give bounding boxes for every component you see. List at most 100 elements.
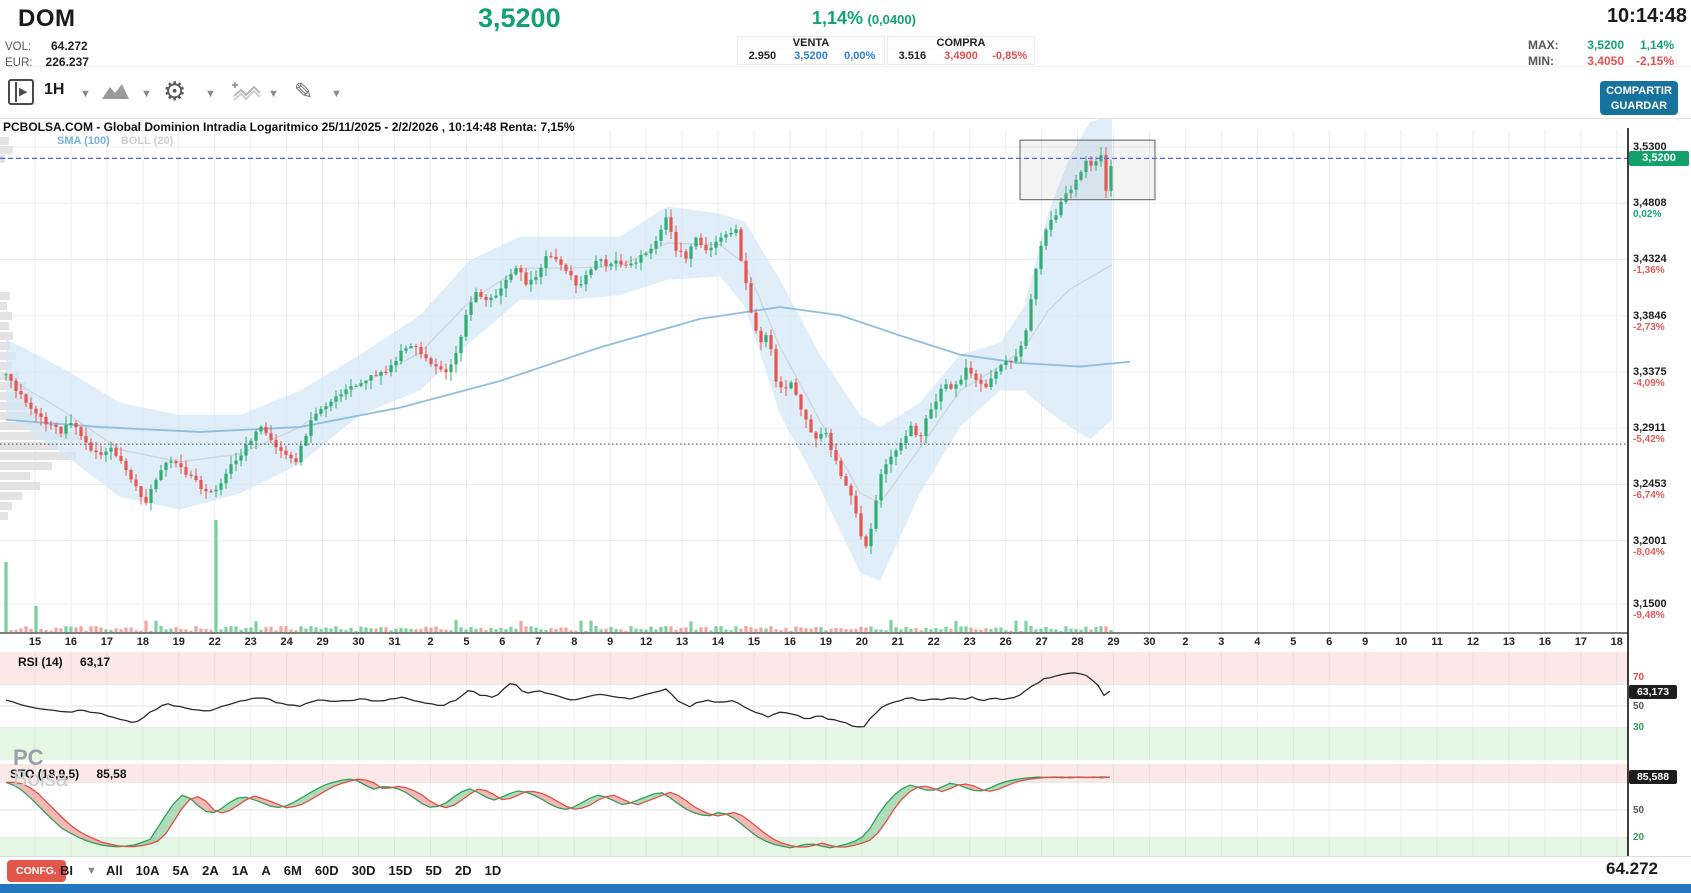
period-button-5d[interactable]: 5D bbox=[425, 863, 443, 878]
date-axis-label: 27 bbox=[1035, 636, 1048, 648]
bid-box: VENTA 2.950 3,5200 0,00% bbox=[737, 36, 885, 65]
date-axis-label: 6 bbox=[499, 636, 506, 648]
date-axis-label: 5 bbox=[463, 636, 470, 648]
period-button-30d[interactable]: 30D bbox=[351, 863, 376, 878]
period-button-a[interactable]: A bbox=[261, 863, 271, 878]
date-axis-label: 29 bbox=[316, 636, 329, 648]
period-button-10a[interactable]: 10A bbox=[135, 863, 160, 878]
daily-change: 1,14% (0,0400) bbox=[812, 8, 916, 29]
ask-header: COMPRA bbox=[936, 37, 986, 49]
rsi-indicator-label[interactable]: RSI (14) 63,17 bbox=[18, 655, 110, 669]
market-selector-caret-icon[interactable]: ▼ bbox=[86, 865, 97, 877]
date-axis-label: 13 bbox=[675, 636, 689, 648]
sto-value: 85,58 bbox=[96, 767, 127, 781]
chart-toolbar bbox=[0, 66, 1691, 119]
date-axis-label: 12 bbox=[1466, 636, 1480, 648]
save-label: GUARDAR bbox=[1610, 100, 1668, 112]
footer-volume: 64.272 bbox=[1606, 859, 1658, 878]
chart-style-caret-icon[interactable]: ▼ bbox=[141, 88, 152, 100]
period-button-1d[interactable]: 1D bbox=[484, 863, 502, 878]
date-axis-label: 16 bbox=[1538, 636, 1552, 648]
sidebar-toggle-icon[interactable]: ▶ bbox=[8, 79, 34, 105]
period-button-6m[interactable]: 6M bbox=[283, 863, 302, 878]
date-axis-label: 22 bbox=[927, 636, 940, 648]
date-axis-label: 8 bbox=[571, 636, 578, 648]
legend-boll[interactable]: BOLL bbox=[120, 135, 151, 147]
period-buttons: All 10A 5A 2A 1A A 6M 60D 30D 15D 5D 2D 1D bbox=[106, 863, 501, 878]
add-indicator-icon[interactable] bbox=[232, 80, 262, 102]
price-axis-label: 3,2453 bbox=[1633, 478, 1667, 491]
timeframe-caret-icon[interactable]: ▼ bbox=[80, 88, 91, 100]
date-axis-label: 21 bbox=[891, 636, 904, 648]
config-button[interactable]: CONFG. bbox=[7, 860, 66, 882]
eur-value: 226.237 bbox=[45, 55, 89, 69]
legend-sma[interactable]: SMA bbox=[57, 135, 82, 147]
date-axis-label: 15 bbox=[747, 636, 761, 648]
date-axis-label: 3 bbox=[1218, 636, 1225, 648]
period-button-2d[interactable]: 2D bbox=[455, 863, 472, 878]
period-button-all[interactable]: All bbox=[106, 863, 123, 878]
chart-legend: SMA (100) BOLL (20) bbox=[57, 135, 173, 147]
bid-price[interactable]: 3,5200 bbox=[794, 50, 828, 62]
date-axis-label: 14 bbox=[711, 636, 725, 648]
min-price: 3,4050 bbox=[1587, 54, 1624, 68]
period-button-5a[interactable]: 5A bbox=[172, 863, 190, 878]
ask-price[interactable]: 3,4900 bbox=[944, 50, 978, 62]
date-axis-label: 15 bbox=[28, 636, 42, 648]
settings-caret-icon[interactable]: ▼ bbox=[205, 88, 216, 100]
period-button-15d[interactable]: 15D bbox=[388, 863, 413, 878]
price-axis-label: 3,2001 bbox=[1633, 534, 1667, 547]
timeframe-selector[interactable]: 1H bbox=[44, 81, 65, 98]
stochastic-indicator-label[interactable]: STO (18,9,5) 85,58 bbox=[10, 767, 127, 781]
date-axis-label: 4 bbox=[1254, 636, 1261, 648]
bottom-toolbar bbox=[0, 856, 1691, 885]
date-axis-label: 9 bbox=[607, 636, 614, 648]
date-axis-label: 30 bbox=[352, 636, 365, 648]
draw-pencil-icon[interactable]: ✎ bbox=[294, 78, 314, 104]
price-axis-label: 3,3846 bbox=[1633, 309, 1667, 322]
share-save-button[interactable]: COMPARTIR GUARDAR bbox=[1600, 81, 1678, 115]
date-axis-label: 12 bbox=[640, 636, 653, 648]
date-axis-label: 2 bbox=[1182, 636, 1189, 648]
date-axis-label: 6 bbox=[1326, 636, 1333, 648]
price-axis-percent: -4,09% bbox=[1633, 377, 1665, 389]
price-axis-label: 3,5300 bbox=[1633, 141, 1667, 153]
bid-header: VENTA bbox=[792, 37, 830, 49]
watermark-logo: PC bbox=[13, 745, 44, 770]
sto-level-50: 50 bbox=[1633, 805, 1645, 816]
change-absolute: (0,0400) bbox=[867, 12, 916, 27]
vol-value: 64.272 bbox=[50, 39, 88, 53]
rsi-value-badge: 63,173 bbox=[1629, 685, 1677, 699]
period-button-1a[interactable]: 1A bbox=[231, 863, 249, 878]
vol-label: VOL: bbox=[5, 41, 32, 53]
price-axis-percent: -9,48% bbox=[1633, 609, 1665, 621]
rsi-name: RSI (14) bbox=[18, 655, 63, 669]
date-axis-label: 28 bbox=[1071, 636, 1084, 648]
price-axis-label: 3,3375 bbox=[1633, 365, 1667, 378]
period-button-60d[interactable]: 60D bbox=[314, 863, 339, 878]
legend-boll-period: (20) bbox=[153, 135, 174, 147]
session-min-row: MIN: 3,4050 -2,15% bbox=[1528, 54, 1674, 68]
min-percent: -2,15% bbox=[1635, 54, 1674, 68]
chart-style-icon[interactable] bbox=[102, 82, 130, 100]
chart-title: PCBOLSA.COM - Global Dominion Intradia L… bbox=[3, 120, 575, 134]
ask-box: COMPRA 3.516 3,4900 -0,85% bbox=[887, 36, 1035, 65]
rsi-value: 63,17 bbox=[80, 655, 111, 669]
indicator-caret-icon[interactable]: ▼ bbox=[268, 88, 279, 100]
date-axis-label: 23 bbox=[963, 636, 976, 648]
draw-caret-icon[interactable]: ▼ bbox=[331, 88, 342, 100]
price-axis-percent: 0,02% bbox=[1633, 209, 1662, 221]
settings-gear-icon[interactable]: ⚙ bbox=[163, 76, 187, 106]
last-price: 3,5200 bbox=[478, 3, 561, 33]
session-max-row: MAX: 3,5200 1,14% bbox=[1528, 38, 1674, 52]
date-axis-label: 11 bbox=[1431, 636, 1443, 648]
date-axis-label: 16 bbox=[783, 636, 797, 648]
last-price-badge: 3,5200 bbox=[1629, 151, 1689, 166]
price-axis-percent: -6,74% bbox=[1633, 490, 1665, 502]
date-axis-label: 29 bbox=[1107, 636, 1120, 648]
market-selector[interactable]: BI bbox=[60, 863, 73, 878]
period-button-2a[interactable]: 2A bbox=[202, 863, 219, 878]
date-axis-label: 17 bbox=[1574, 636, 1587, 648]
share-label: COMPARTIR bbox=[1606, 85, 1672, 97]
